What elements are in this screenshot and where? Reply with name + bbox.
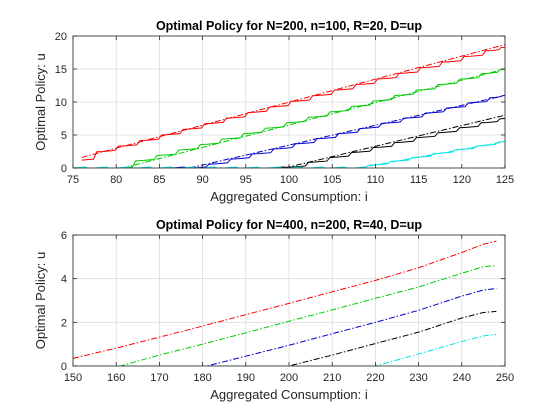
chart-2: 150 160 170 180 190 200 210 220 230 240 250 0 2 4 6 Opt… (33, 218, 514, 402)
x-tick-label: 220 (366, 372, 384, 384)
series-line-5 (73, 333, 497, 366)
chart-title: Optimal Policy for N=200, n=100, R=20, D… (156, 19, 422, 33)
x-tick-label: 250 (496, 372, 514, 384)
y-tick-label: 0 (61, 361, 67, 373)
chart-1: 75 80 85 90 95 100 105 110 115 120 125 0 5 10 15 20 Opti… (33, 19, 514, 204)
series-group (73, 44, 505, 168)
series-line-6 (189, 94, 505, 168)
series-line-1 (81, 46, 505, 161)
y-tick-label: 5 (61, 130, 67, 142)
series-line-4 (73, 310, 497, 366)
y-tick-label: 20 (55, 31, 67, 43)
y-tick-label: 15 (55, 64, 67, 76)
series-line-8 (284, 114, 505, 168)
x-tick-label: 100 (280, 174, 298, 186)
x-tick-label: 240 (453, 372, 471, 384)
x-tick-label: 115 (410, 174, 428, 186)
series-line-5 (172, 94, 505, 168)
series-line-10 (358, 141, 505, 168)
x-tick-label: 190 (237, 372, 255, 384)
x-tick-label: 105 (323, 174, 341, 186)
x-tick-label: 230 (409, 372, 427, 384)
x-tick-label: 170 (150, 372, 168, 384)
x-tick-label: 75 (67, 174, 79, 186)
series-line-2 (81, 44, 505, 158)
x-tick-label: 95 (240, 174, 252, 186)
series-line-2 (73, 265, 497, 366)
y-tick-label: 0 (61, 163, 67, 175)
y-tick-label: 4 (61, 274, 67, 286)
y-tick-label: 2 (61, 317, 67, 329)
series-line-3 (73, 287, 497, 366)
x-tick-label: 80 (110, 174, 122, 186)
x-tick-label: 110 (367, 174, 385, 186)
series-line-1 (73, 240, 497, 359)
x-tick-label: 120 (453, 174, 471, 186)
series-line-9 (73, 141, 505, 168)
series-group (73, 240, 497, 366)
y-tick-label: 10 (55, 97, 67, 109)
x-tick-label: 200 (280, 372, 298, 384)
x-tick-label: 90 (196, 174, 208, 186)
x-axis-label: Aggregated Consumption: i (210, 387, 368, 402)
y-axis-label: Optimal Policy: u (33, 252, 48, 350)
y-axis-label: Optimal Policy: u (33, 53, 48, 151)
x-tick-label: 160 (107, 372, 125, 384)
y-tick-label: 6 (61, 230, 67, 242)
x-tick-label: 85 (153, 174, 165, 186)
series-line-7 (271, 118, 505, 168)
x-tick-label: 125 (496, 174, 514, 186)
x-tick-label: 150 (64, 372, 82, 384)
series-line-3 (120, 68, 505, 168)
chart-title: Optimal Policy for N=400, n=200, R=40, D… (156, 218, 422, 232)
series-line-4 (122, 68, 505, 168)
x-tick-label: 180 (193, 372, 211, 384)
x-axis-label: Aggregated Consumption: i (210, 189, 368, 204)
x-tick-label: 210 (323, 372, 341, 384)
